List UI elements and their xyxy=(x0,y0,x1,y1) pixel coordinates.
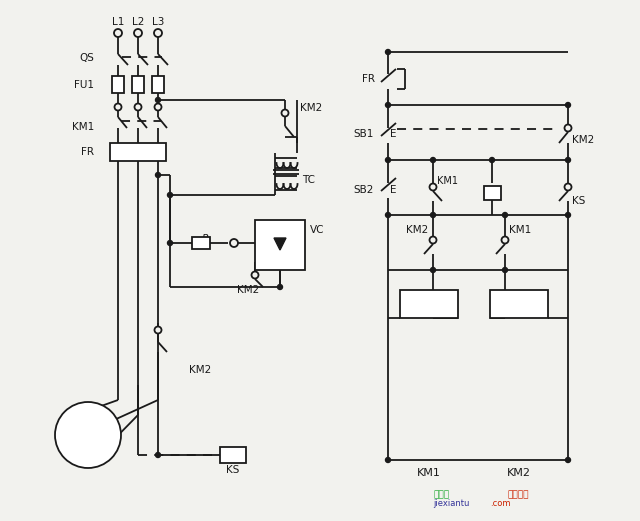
Circle shape xyxy=(115,104,122,110)
Circle shape xyxy=(502,213,508,217)
Text: KM1: KM1 xyxy=(72,122,94,132)
Text: 接线图: 接线图 xyxy=(433,490,449,500)
Circle shape xyxy=(566,213,570,217)
Text: KM2: KM2 xyxy=(237,285,259,295)
Text: E: E xyxy=(390,129,397,139)
Circle shape xyxy=(502,237,509,243)
Text: SB2: SB2 xyxy=(354,185,374,195)
Circle shape xyxy=(385,49,390,55)
Text: KM2: KM2 xyxy=(406,225,428,235)
Circle shape xyxy=(154,104,161,110)
Circle shape xyxy=(490,157,495,163)
Circle shape xyxy=(154,29,162,37)
Circle shape xyxy=(385,457,390,463)
Text: KM2: KM2 xyxy=(572,135,595,145)
Circle shape xyxy=(156,172,161,178)
Bar xyxy=(152,76,164,93)
Polygon shape xyxy=(274,238,286,250)
Text: KM1: KM1 xyxy=(437,176,458,186)
Circle shape xyxy=(156,97,161,103)
Text: KM2: KM2 xyxy=(507,299,531,309)
Circle shape xyxy=(431,213,435,217)
Text: KM1: KM1 xyxy=(509,225,531,235)
Text: M: M xyxy=(83,424,93,437)
Circle shape xyxy=(564,125,572,131)
Text: L2: L2 xyxy=(132,17,144,27)
Text: KS: KS xyxy=(227,465,240,475)
Text: QS: QS xyxy=(79,53,94,63)
Circle shape xyxy=(566,157,570,163)
Bar xyxy=(490,290,548,318)
Text: KM2: KM2 xyxy=(189,365,211,375)
Text: KM2: KM2 xyxy=(507,468,531,478)
Circle shape xyxy=(114,29,122,37)
Text: TC: TC xyxy=(302,175,315,185)
Circle shape xyxy=(168,192,173,197)
Bar xyxy=(255,220,305,270)
Text: L3: L3 xyxy=(152,17,164,27)
Bar xyxy=(112,76,124,93)
Text: FR: FR xyxy=(362,74,375,84)
Text: E: E xyxy=(390,185,397,195)
Circle shape xyxy=(564,183,572,191)
Text: 3~: 3~ xyxy=(80,438,96,448)
Text: R: R xyxy=(202,234,209,244)
Bar xyxy=(132,76,144,93)
Circle shape xyxy=(429,183,436,191)
Text: .com: .com xyxy=(490,500,511,508)
Text: M: M xyxy=(55,430,65,440)
Bar xyxy=(110,143,166,161)
Circle shape xyxy=(385,103,390,107)
Text: VC: VC xyxy=(310,225,324,235)
Circle shape xyxy=(385,157,390,163)
Circle shape xyxy=(566,103,570,107)
Bar xyxy=(220,447,246,463)
Circle shape xyxy=(156,453,161,457)
Text: FR: FR xyxy=(81,147,94,157)
Circle shape xyxy=(502,267,508,272)
Circle shape xyxy=(55,402,121,468)
Text: 电工技术: 电工技术 xyxy=(507,490,529,500)
Text: KM1: KM1 xyxy=(417,468,441,478)
Text: L1: L1 xyxy=(112,17,124,27)
Text: KM1: KM1 xyxy=(417,299,441,309)
Circle shape xyxy=(168,241,173,245)
Circle shape xyxy=(429,237,436,243)
Circle shape xyxy=(154,327,161,333)
Text: FU1: FU1 xyxy=(74,80,94,90)
Text: KS: KS xyxy=(572,196,586,206)
Bar xyxy=(484,186,501,200)
Text: SB1: SB1 xyxy=(354,129,374,139)
Circle shape xyxy=(230,239,238,247)
Circle shape xyxy=(134,104,141,110)
Circle shape xyxy=(134,29,142,37)
Circle shape xyxy=(566,457,570,463)
Text: KM2: KM2 xyxy=(300,103,323,113)
Text: jiexiantu: jiexiantu xyxy=(433,500,469,508)
Circle shape xyxy=(431,157,435,163)
Circle shape xyxy=(282,109,289,117)
Circle shape xyxy=(252,271,259,279)
Bar xyxy=(400,290,458,318)
Bar xyxy=(192,237,210,249)
Circle shape xyxy=(278,284,282,290)
Text: n: n xyxy=(489,188,496,198)
Circle shape xyxy=(385,213,390,217)
Circle shape xyxy=(431,267,435,272)
